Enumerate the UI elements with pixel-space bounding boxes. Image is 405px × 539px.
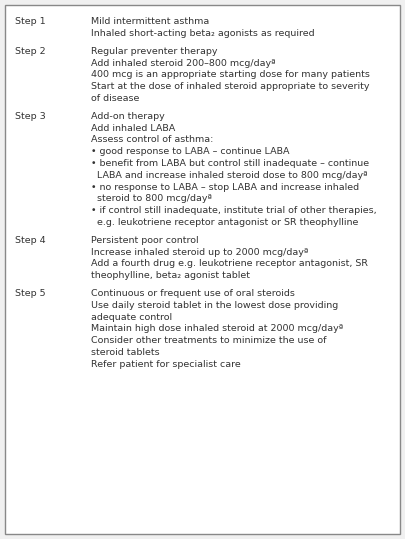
Text: Maintain high dose inhaled steroid at 2000 mcg/dayª: Maintain high dose inhaled steroid at 20… — [91, 324, 343, 334]
Text: steroid tablets: steroid tablets — [91, 348, 160, 357]
Text: Persistent poor control: Persistent poor control — [91, 236, 199, 245]
Text: Add inhaled steroid 200–800 mcg/dayª: Add inhaled steroid 200–800 mcg/dayª — [91, 59, 276, 68]
Text: Step 5: Step 5 — [15, 289, 46, 298]
Text: Regular preventer therapy: Regular preventer therapy — [91, 47, 217, 56]
Text: • no response to LABA – stop LABA and increase inhaled: • no response to LABA – stop LABA and in… — [91, 183, 359, 192]
Text: Increase inhaled steroid up to 2000 mcg/dayª: Increase inhaled steroid up to 2000 mcg/… — [91, 247, 309, 257]
Text: LABA and increase inhaled steroid dose to 800 mcg/dayª: LABA and increase inhaled steroid dose t… — [91, 171, 368, 180]
Text: Mild intermittent asthma: Mild intermittent asthma — [91, 17, 209, 26]
Text: • good response to LABA – continue LABA: • good response to LABA – continue LABA — [91, 147, 290, 156]
Text: Add-on therapy: Add-on therapy — [91, 112, 165, 121]
Text: Start at the dose of inhaled steroid appropriate to severity: Start at the dose of inhaled steroid app… — [91, 82, 370, 91]
Text: Step 1: Step 1 — [15, 17, 46, 26]
Text: e.g. leukotriene receptor antagonist or SR theophylline: e.g. leukotriene receptor antagonist or … — [91, 218, 358, 227]
Text: Step 3: Step 3 — [15, 112, 46, 121]
Text: Add inhaled LABA: Add inhaled LABA — [91, 123, 175, 133]
Text: Step 4: Step 4 — [15, 236, 46, 245]
Text: • benefit from LABA but control still inadequate – continue: • benefit from LABA but control still in… — [91, 159, 369, 168]
Text: theophylline, beta₂ agonist tablet: theophylline, beta₂ agonist tablet — [91, 271, 250, 280]
Text: • if control still inadequate, institute trial of other therapies,: • if control still inadequate, institute… — [91, 206, 377, 215]
Text: Assess control of asthma:: Assess control of asthma: — [91, 135, 213, 144]
Text: 400 mcg is an appropriate starting dose for many patients: 400 mcg is an appropriate starting dose … — [91, 71, 370, 79]
Text: Use daily steroid tablet in the lowest dose providing: Use daily steroid tablet in the lowest d… — [91, 301, 338, 310]
Text: Step 2: Step 2 — [15, 47, 46, 56]
Text: Refer patient for specialist care: Refer patient for specialist care — [91, 360, 241, 369]
Text: of disease: of disease — [91, 94, 139, 103]
Text: Continuous or frequent use of oral steroids: Continuous or frequent use of oral stero… — [91, 289, 295, 298]
Text: adequate control: adequate control — [91, 313, 172, 322]
Text: steroid to 800 mcg/dayª: steroid to 800 mcg/dayª — [91, 195, 212, 203]
Text: Consider other treatments to minimize the use of: Consider other treatments to minimize th… — [91, 336, 326, 345]
Text: Add a fourth drug e.g. leukotriene receptor antagonist, SR: Add a fourth drug e.g. leukotriene recep… — [91, 259, 368, 268]
FancyBboxPatch shape — [5, 5, 400, 534]
Text: Inhaled short-acting beta₂ agonists as required: Inhaled short-acting beta₂ agonists as r… — [91, 29, 315, 38]
